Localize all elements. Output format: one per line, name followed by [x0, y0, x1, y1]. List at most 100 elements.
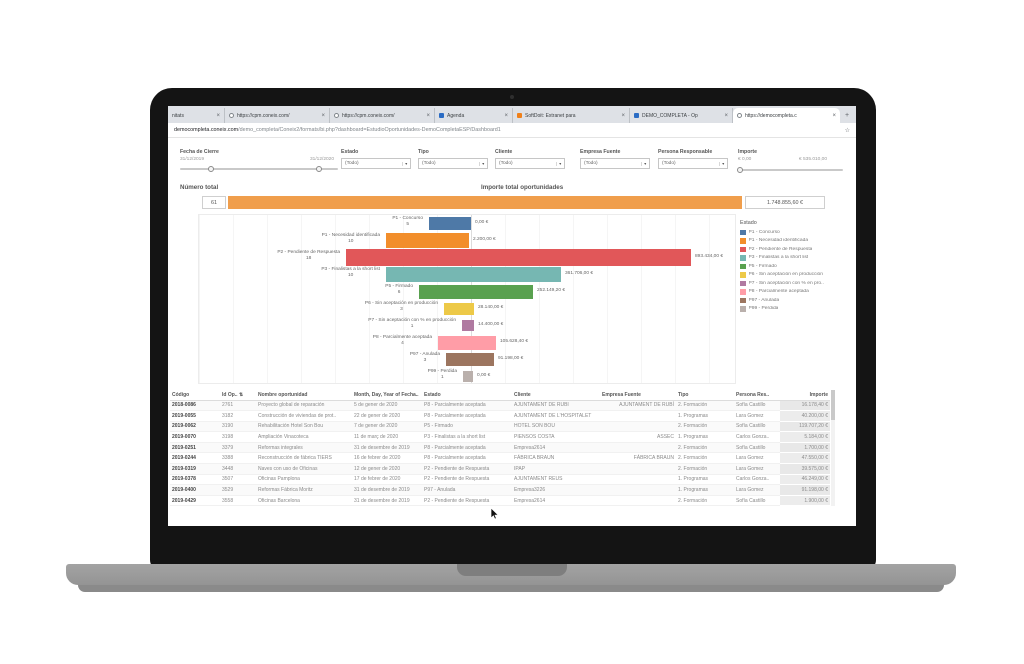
table-row[interactable]: 2019-0062 3190 Rehabilitación Hotel Son Bo…	[170, 421, 830, 433]
legend-item-9[interactable]: P97 - Anulada	[740, 296, 852, 305]
table-cell: PIENSOS COSTA	[512, 431, 600, 443]
chart-row-count: 10	[348, 273, 354, 278]
filter-persona-responsable-select[interactable]: (Todo) ▼	[658, 158, 728, 169]
tab-close-icon[interactable]: ×	[216, 112, 220, 119]
table-row[interactable]: 2019-0378 3507 Oficinas Pamplona 17 de febr…	[170, 474, 830, 486]
tab-close-icon[interactable]: ×	[621, 112, 625, 119]
table-header-1[interactable]: Código	[170, 390, 220, 401]
table-cell: 1. Programas	[676, 410, 734, 422]
tab-close-icon[interactable]: ×	[321, 112, 325, 119]
table-cell: HOTEL SON BOU	[512, 421, 600, 433]
legend-swatch-icon	[740, 263, 746, 269]
table-cell: 2. Formación	[676, 421, 734, 433]
browser-tab-5[interactable]: SoftDoit: Extranet para ×	[513, 108, 630, 123]
tab-close-icon[interactable]: ×	[504, 112, 508, 119]
importe-slider-handle[interactable]	[737, 167, 743, 173]
filter-tipo-select[interactable]: (Todo) ▼	[418, 158, 488, 169]
table-cell: P2 - Pendiente de Respuesta	[422, 495, 512, 507]
browser-tab-6[interactable]: DEMO_COMPLETA - Op ×	[630, 108, 733, 123]
chart-bar[interactable]	[444, 302, 474, 315]
table-row[interactable]: 2019-0055 3182 Construcción de viviendas d…	[170, 410, 830, 422]
tab-close-icon[interactable]: ×	[724, 112, 728, 119]
chart-row-label: P99 - Perdida 1	[428, 369, 457, 381]
chart-bar[interactable]	[386, 267, 561, 282]
legend-swatch-icon	[740, 229, 746, 235]
legend-item-8[interactable]: P8 - Parcialmente aceptada	[740, 288, 852, 297]
table-row[interactable]: 2018-0086 2761 Proyecto global de reparaci…	[170, 400, 830, 412]
table-cell: Lara Gomez	[734, 463, 780, 475]
table-row[interactable]: 2019-0319 3448 Naves con uso de Oficinas 12…	[170, 463, 830, 475]
table-header-10[interactable]: Importe	[780, 390, 830, 401]
table-scrollbar-thumb[interactable]	[831, 390, 835, 420]
legend-item-3[interactable]: P2 - Pendiente de Respuesta	[740, 245, 852, 254]
table-header-5[interactable]: Estado	[422, 390, 512, 401]
table-scrollbar[interactable]	[831, 390, 835, 506]
table-cell	[600, 463, 676, 475]
filter-cliente-select[interactable]: (Todo) ▼	[495, 158, 565, 169]
table-cell: AJUNTAMENT DE RUBI	[512, 400, 600, 412]
dropdown-value: (Todo)	[662, 161, 676, 166]
table-row[interactable]: 2019-0251 3379 Reformas integrales 31 de de…	[170, 442, 830, 454]
legend-item-4[interactable]: P3 - Finalistas a la short list	[740, 254, 852, 263]
table-header-2[interactable]: Id Op.. ⇅	[220, 390, 256, 401]
legend-item-5[interactable]: P5 - Firmado	[740, 262, 852, 271]
table-cell: 2. Formación	[676, 463, 734, 475]
fecha-slider-handle-left[interactable]	[208, 166, 214, 172]
browser-tab-7[interactable]: https://democompleta.c ×	[733, 108, 840, 123]
browser-tab-1[interactable]: nitats ×	[168, 108, 225, 123]
coneix-favicon-icon	[634, 113, 639, 118]
table-cell: 2. Formación	[676, 442, 734, 454]
table-cell: 22 de gener de 2020	[352, 410, 422, 422]
table-cell: Proyecto global de reparación	[256, 400, 352, 412]
table-header-3[interactable]: Nombre oportunidad	[256, 390, 352, 401]
table-header-8[interactable]: Tipo	[676, 390, 734, 401]
table-row[interactable]: 2019-0429 3558 Oficinas Barcelona 31 de des…	[170, 495, 830, 507]
bookmark-star-icon[interactable]: ☆	[844, 127, 850, 134]
table-cell: 31 de desembre de 2019	[352, 495, 422, 507]
chart-bar[interactable]	[386, 233, 469, 248]
chart-bar[interactable]	[462, 320, 474, 331]
legend-item-2[interactable]: P1 - Necesidad identificada	[740, 237, 852, 246]
legend-swatch-icon	[740, 297, 746, 303]
table-row[interactable]: 2019-0070 3198 Ampliación Vinacoteca 11 de …	[170, 431, 830, 443]
table-header-9[interactable]: Persona Res..	[734, 390, 780, 401]
table-cell: 2019-0244	[170, 452, 220, 465]
chart-bar[interactable]	[346, 249, 691, 266]
table-cell: 3529	[220, 484, 256, 496]
chart-bar[interactable]	[438, 335, 496, 350]
fecha-slider-track[interactable]	[180, 166, 338, 172]
chart-bar-value: 0,00 €	[475, 220, 489, 225]
table-header-7[interactable]: Empresa Fuente	[600, 390, 676, 401]
filter-estado-select[interactable]: (Todo) ▼	[341, 158, 411, 169]
chart-bar-value: 105.628,40 €	[500, 339, 529, 344]
fecha-slider-handle-right[interactable]	[316, 166, 322, 172]
legend-item-1[interactable]: P1 - Concurso	[740, 228, 852, 237]
table-cell: AJUNTAMENT DE L'HOSPITALET	[512, 410, 600, 422]
table-row[interactable]: 2019-0400 3529 Reformas Fábrica Moritz 31 d…	[170, 484, 830, 496]
chart-bar[interactable]	[419, 284, 533, 299]
chart-bar[interactable]	[429, 217, 471, 230]
table-header-4[interactable]: Month, Day, Year of Fecha..	[352, 390, 422, 401]
table-row[interactable]: 2019-0244 3388 Reconstrucción de fábrica T…	[170, 452, 830, 465]
url-text[interactable]: democompleta.coneix.com/demo_completa/Co…	[174, 127, 845, 133]
opportunities-table: Código Id Op.. ⇅ Nombre oportunidad Month, …	[170, 390, 830, 507]
legend-item-7[interactable]: P7 - Sin aceptación con % en pro..	[740, 279, 852, 288]
legend-item-10[interactable]: P99 - Perdida	[740, 305, 852, 314]
new-tab-button[interactable]: +	[844, 112, 850, 119]
table-header-6[interactable]: Cliente	[512, 390, 600, 401]
browser-address-bar[interactable]: democompleta.coneix.com/demo_completa/Co…	[168, 123, 856, 138]
chart-bar[interactable]	[446, 353, 494, 366]
browser-tab-3[interactable]: https://cpm.coneix.com/ ×	[330, 108, 435, 123]
tab-close-icon[interactable]: ×	[832, 112, 836, 119]
browser-tab-2[interactable]: https://cpm.coneix.com/ ×	[225, 108, 330, 123]
filter-empresa-fuente-select[interactable]: (Todo) ▼	[580, 158, 650, 169]
tab-close-icon[interactable]: ×	[426, 112, 430, 119]
importe-total-bar[interactable]	[228, 196, 742, 209]
legend-item-6[interactable]: P6 - Sin aceptación en producción	[740, 271, 852, 280]
chart-row-label: P7 - Sin aceptación con % en producción 1	[368, 318, 456, 330]
chart-row-estado: P99 - Perdida	[427, 369, 457, 374]
chart-bar[interactable]	[463, 371, 473, 382]
importe-slider-track[interactable]	[737, 167, 843, 173]
sort-icon[interactable]: ⇅	[238, 391, 244, 398]
browser-tab-4[interactable]: Agenda ×	[435, 108, 513, 123]
